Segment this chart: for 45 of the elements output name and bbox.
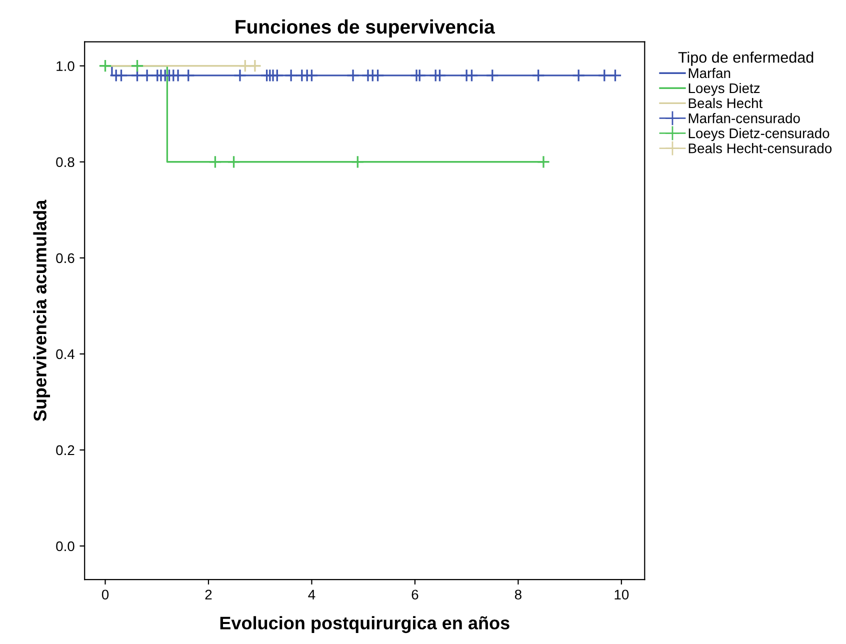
- chart-title: Funciones de supervivencia: [236, 19, 495, 38]
- x-tick-label: 8: [514, 590, 522, 600]
- y-tick-label: 0.4: [56, 349, 74, 360]
- point: [98, 59, 112, 73]
- point: [238, 59, 252, 73]
- y-axis-title: Supervivencia acumulada: [33, 200, 50, 422]
- x-tick-label: 6: [412, 590, 418, 600]
- legend-title: Tipo de enfermedad: [678, 52, 814, 66]
- legend-label: Marfan-censurado: [688, 113, 800, 124]
- x-tick-label: 2: [205, 590, 212, 600]
- point: [412, 68, 426, 82]
- y-tick-label: 0.8: [56, 157, 74, 168]
- point: [532, 68, 545, 82]
- point: [227, 155, 240, 169]
- point: [182, 68, 195, 82]
- x-tick-label: 10: [614, 590, 629, 600]
- point: [208, 155, 222, 169]
- point: [233, 68, 247, 82]
- y-tick-label: 0.2: [56, 445, 74, 456]
- point: [130, 68, 144, 82]
- point: [608, 68, 622, 82]
- point: [346, 68, 360, 82]
- point: [433, 68, 446, 82]
- legend-label: Loeys Dietz-censurado: [688, 128, 830, 141]
- y-tick-label: 1.0: [56, 61, 74, 72]
- point: [248, 59, 262, 73]
- point: [572, 68, 586, 82]
- legend-label: Beals Hecht: [688, 98, 763, 108]
- x-axis-title: Evolucion postquirurgica en años: [220, 616, 510, 634]
- legend-label: Loeys Dietz: [688, 82, 760, 96]
- legend-label: Beals Hecht-censurado: [688, 143, 832, 154]
- point: [284, 68, 298, 82]
- point: [130, 59, 144, 73]
- point: [171, 68, 185, 82]
- point: [305, 68, 318, 82]
- point: [536, 155, 550, 169]
- y-tick-label: 0.0: [56, 541, 74, 552]
- y-tick-label: 0.6: [56, 253, 74, 264]
- point: [598, 68, 612, 82]
- legend-label: Marfan: [688, 68, 730, 78]
- point: [486, 68, 500, 82]
- x-tick-label: 4: [308, 590, 316, 600]
- point: [270, 68, 284, 82]
- x-tick-label: 0: [102, 590, 109, 600]
- point: [140, 68, 154, 82]
